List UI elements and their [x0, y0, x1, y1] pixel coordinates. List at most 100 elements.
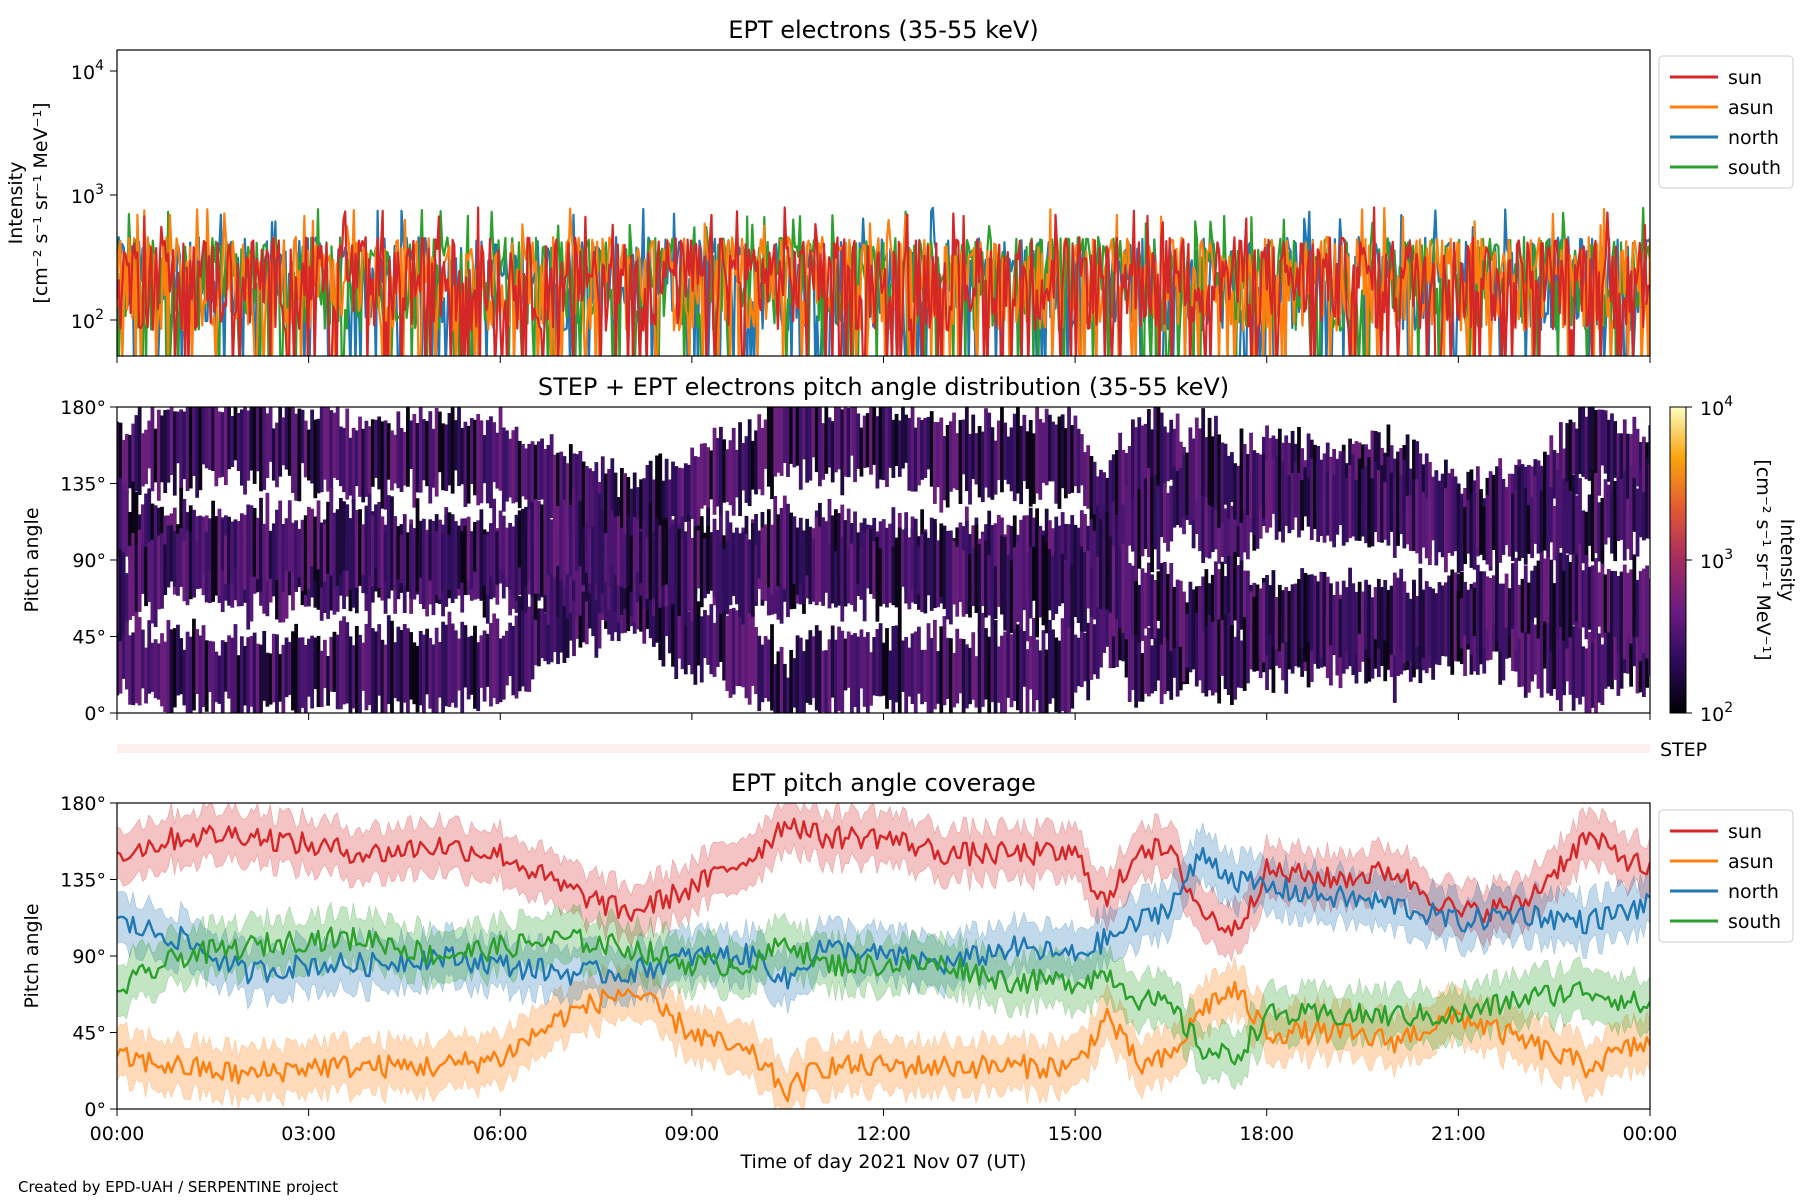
pad-cell: [1565, 481, 1570, 554]
pad-cell: [1255, 617, 1260, 671]
pad-cell: [319, 407, 324, 493]
pad-cell: [335, 634, 340, 710]
x-tick-label: 03:00: [281, 1123, 336, 1145]
pad-cell: [610, 458, 615, 542]
pad-cell: [984, 540, 988, 618]
pad-cell: [1642, 613, 1646, 697]
pad-cell: [588, 468, 592, 535]
pad-cell: [495, 432, 500, 489]
pad-cell: [1594, 472, 1598, 554]
pad-cell: [543, 448, 548, 519]
pad-cell: [1543, 558, 1547, 622]
pad-cell: [1047, 414, 1052, 482]
pad-cell: [556, 506, 560, 567]
pad-cell: [1290, 430, 1295, 513]
pad-cell: [287, 500, 292, 572]
pad-cell: [1555, 627, 1560, 701]
pad-cell: [1437, 589, 1442, 666]
coverage-series-sun: [117, 817, 1650, 937]
pad-cell: [239, 513, 244, 607]
intensity-x-ticks: [116, 356, 1651, 363]
pad-cell: [505, 630, 509, 686]
pad-cell: [169, 407, 174, 475]
pad-cell: [706, 447, 711, 534]
pad-cell: [929, 411, 934, 487]
pad-heatmap: [117, 407, 1650, 713]
pad-cell: [179, 528, 184, 587]
pad-cell: [453, 630, 458, 708]
pad-cell: [1038, 419, 1043, 500]
pad-cell: [1466, 499, 1471, 554]
pad-cell: [1396, 577, 1400, 643]
pad-cell: [1047, 520, 1052, 574]
pad-cell: [546, 445, 551, 515]
pad-cell: [907, 647, 912, 697]
x-tick-label: 18:00: [1239, 1123, 1294, 1145]
svg-text:102: 102: [71, 307, 104, 333]
pad-cell: [952, 412, 956, 489]
pad-cell: [396, 526, 401, 580]
pad-cell: [840, 537, 845, 622]
pad-cell: [1124, 453, 1129, 513]
pad-cell: [1603, 479, 1608, 545]
pad-cell: [329, 636, 334, 692]
pad-cell: [307, 429, 311, 481]
pad-cell: [1089, 519, 1094, 594]
pad-cell: [1035, 639, 1039, 701]
pad-cell: [1373, 587, 1378, 640]
pad-cell: [284, 541, 289, 619]
legend-entry-north: north: [1670, 127, 1779, 149]
pad-cell: [147, 420, 152, 469]
pad-cell: [913, 518, 918, 604]
pad-cell: [715, 605, 720, 667]
pad-cell: [802, 531, 806, 604]
pad-cell: [1223, 508, 1228, 564]
pad-cell: [364, 505, 369, 594]
pad-cell: [942, 616, 947, 706]
pad-cell: [955, 628, 960, 704]
pad-cell: [869, 652, 873, 706]
pad-cell: [1389, 585, 1394, 655]
pad-cell: [1530, 596, 1535, 682]
pad-cell: [661, 519, 666, 587]
pad-cell: [754, 545, 758, 603]
pad-cell: [741, 621, 746, 688]
pad-cell: [195, 540, 200, 590]
pad-cell: [933, 523, 937, 609]
pad-cell: [798, 637, 803, 713]
pad-cell: [1223, 443, 1228, 505]
pad-cell: [926, 416, 931, 470]
pad-cell: [1217, 503, 1222, 564]
pad-cell: [294, 520, 299, 592]
legend-label-asun: asun: [1728, 851, 1774, 873]
pad-cell: [1543, 451, 1547, 524]
intensity-y-tick-4: 104: [71, 58, 117, 84]
pad-cell: [904, 414, 909, 463]
pad-cell: [664, 517, 669, 585]
y-tick-label: 180°: [60, 397, 106, 419]
pad-cell: [326, 656, 330, 706]
pad-cell: [281, 417, 286, 466]
pad-cell: [945, 425, 950, 508]
pad-cell: [166, 409, 171, 483]
pad-cell: [303, 515, 308, 595]
pad-cell: [259, 407, 263, 492]
pad-cell: [1389, 472, 1394, 532]
pad-cell: [1463, 581, 1467, 636]
pad-cell: [843, 520, 848, 607]
pad-cell: [530, 502, 535, 597]
pad-cell: [964, 407, 969, 492]
pad-cell: [1517, 466, 1522, 561]
pad-cell: [265, 413, 270, 478]
svg-text:103: 103: [1700, 547, 1733, 573]
pad-cell: [450, 623, 455, 703]
pad-cell: [1565, 423, 1570, 505]
pad-cell: [1351, 583, 1356, 668]
pad-cell: [536, 500, 541, 594]
pad-cell: [888, 650, 893, 700]
pad-cell: [1022, 546, 1027, 611]
pad-cell: [1610, 413, 1614, 494]
pad-cell: [840, 630, 845, 713]
pad-cell: [1584, 511, 1589, 563]
pad-cell: [1587, 632, 1592, 713]
